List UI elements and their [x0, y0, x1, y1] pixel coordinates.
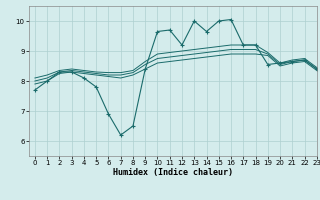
X-axis label: Humidex (Indice chaleur): Humidex (Indice chaleur)	[113, 168, 233, 177]
